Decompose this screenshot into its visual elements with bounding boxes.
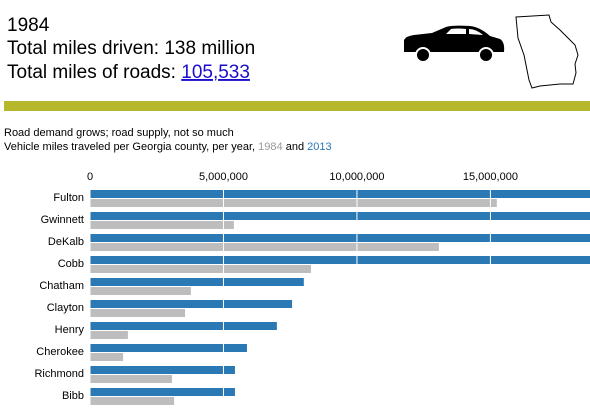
legend-2013: 2013 xyxy=(307,141,331,153)
roads-label: Total miles of roads: xyxy=(7,62,176,83)
roads-link[interactable]: 105,533 xyxy=(181,62,250,83)
y-tick-label: Henry xyxy=(55,324,85,336)
y-tick-label: Chatham xyxy=(39,280,84,292)
plot: Fulton Gwinnett DeKalb Cobb Chatham Clayton He… xyxy=(34,171,590,410)
bar xyxy=(90,287,191,295)
y-tick-label: Gwinnett xyxy=(41,214,84,226)
x-tick-label: 15,000,000 xyxy=(463,171,518,183)
divider xyxy=(4,101,590,111)
bar xyxy=(90,331,128,339)
y-tick-label: Cherokee xyxy=(36,346,84,358)
bar xyxy=(90,199,497,207)
y-tick-label: Richmond xyxy=(34,368,84,380)
y-tick-label: DeKalb xyxy=(48,236,84,248)
y-tick-label: Cobb xyxy=(58,258,84,270)
bar xyxy=(90,322,277,330)
legend-1984: 1984 xyxy=(258,141,282,153)
bar xyxy=(90,212,590,220)
roads-line: Total miles of roads: 105,533 xyxy=(7,62,250,83)
miles-driven: Total miles driven: 138 million xyxy=(7,38,255,59)
y-tick-label: Fulton xyxy=(53,192,84,204)
chart-title: Road demand grows; road supply, not so m… xyxy=(4,127,234,139)
car-icon xyxy=(404,25,505,63)
bar xyxy=(90,366,235,374)
legend-and: and xyxy=(286,141,304,153)
bar xyxy=(90,234,590,242)
bar xyxy=(90,353,124,361)
bar xyxy=(90,278,304,286)
x-tick-label: 5,000,000 xyxy=(199,171,248,183)
year: 1984 xyxy=(7,15,50,36)
x-tick-label: 10,000,000 xyxy=(329,171,384,183)
bar xyxy=(90,300,293,308)
x-tick-label: 0 xyxy=(87,171,93,183)
bar xyxy=(90,309,186,317)
y-tick-label: Clayton xyxy=(47,302,84,314)
bar xyxy=(90,190,590,198)
bar xyxy=(90,397,175,405)
bar xyxy=(90,344,247,352)
bar xyxy=(90,221,234,229)
y-tick-label: Bibb xyxy=(62,390,84,402)
bar xyxy=(90,375,172,383)
bar xyxy=(90,256,590,264)
georgia-outline xyxy=(515,14,579,89)
subtitle: Vehicle miles traveled per Georgia count… xyxy=(4,141,255,153)
chart-subtitle: Vehicle miles traveled per Georgia count… xyxy=(4,141,332,153)
bar xyxy=(90,265,312,273)
bar xyxy=(90,243,439,251)
bar xyxy=(90,388,235,396)
